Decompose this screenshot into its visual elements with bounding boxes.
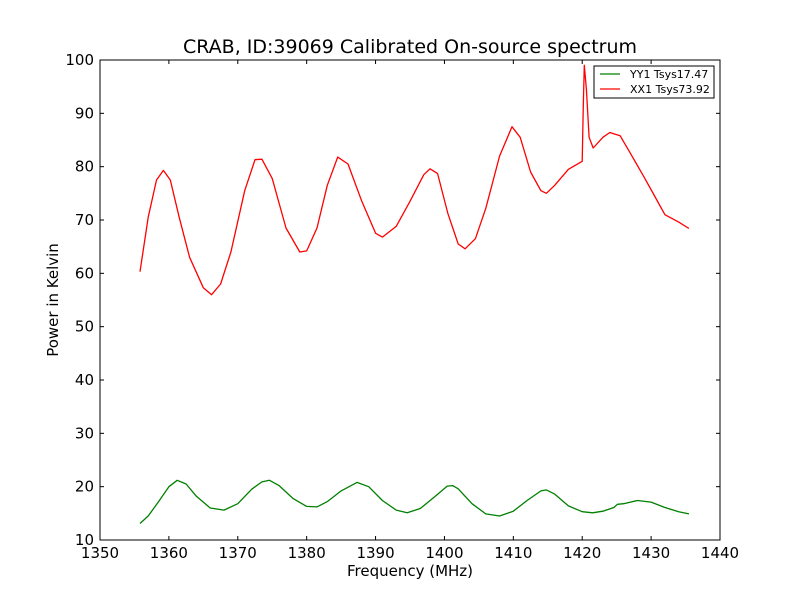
- y-tick-label: 70: [75, 211, 94, 229]
- series-line-1: [139, 64, 690, 296]
- y-axis-label: Power in Kelvin: [44, 243, 62, 357]
- y-tick-label: 60: [75, 264, 94, 282]
- y-tick-label: 40: [75, 371, 94, 389]
- y-tick-label: 10: [75, 531, 94, 549]
- x-tick-label: 1440: [701, 544, 739, 562]
- y-tick-label: 100: [65, 51, 94, 69]
- x-tick-label: 1350: [81, 544, 119, 562]
- chart-title: CRAB, ID:39069 Calibrated On-source spec…: [183, 36, 637, 58]
- x-tick-label: 1370: [219, 544, 257, 562]
- legend: YY1 Tsys17.47 XX1 Tsys73.92: [593, 65, 715, 99]
- y-tick-label: 30: [75, 424, 94, 442]
- y-tick-label: 90: [75, 104, 94, 122]
- legend-box: [593, 65, 715, 99]
- legend-label-0: YY1 Tsys17.47: [629, 68, 708, 81]
- x-tick-label: 1380: [288, 544, 326, 562]
- legend-label-1: XX1 Tsys73.92: [630, 83, 710, 96]
- y-tick-label: 50: [75, 318, 94, 336]
- series-layer: [139, 64, 690, 524]
- x-axis-label: Frequency (MHz): [347, 562, 473, 580]
- tick-layer: 1350 1360 1370 1380 1390 1400 1410 1420 1430 1440…: [65, 51, 739, 562]
- x-tick-label: 1420: [563, 544, 601, 562]
- x-tick-label: 1410: [494, 544, 532, 562]
- x-tick-label: 1400: [425, 544, 463, 562]
- y-tick-label: 20: [75, 478, 94, 496]
- x-tick-label: 1360: [150, 544, 188, 562]
- series-line-0: [139, 479, 690, 524]
- plot-frame: [99, 59, 721, 541]
- y-tick-label: 80: [75, 158, 94, 176]
- plot-area: [100, 60, 720, 540]
- x-tick-label: 1430: [632, 544, 670, 562]
- x-tick-label: 1390: [356, 544, 394, 562]
